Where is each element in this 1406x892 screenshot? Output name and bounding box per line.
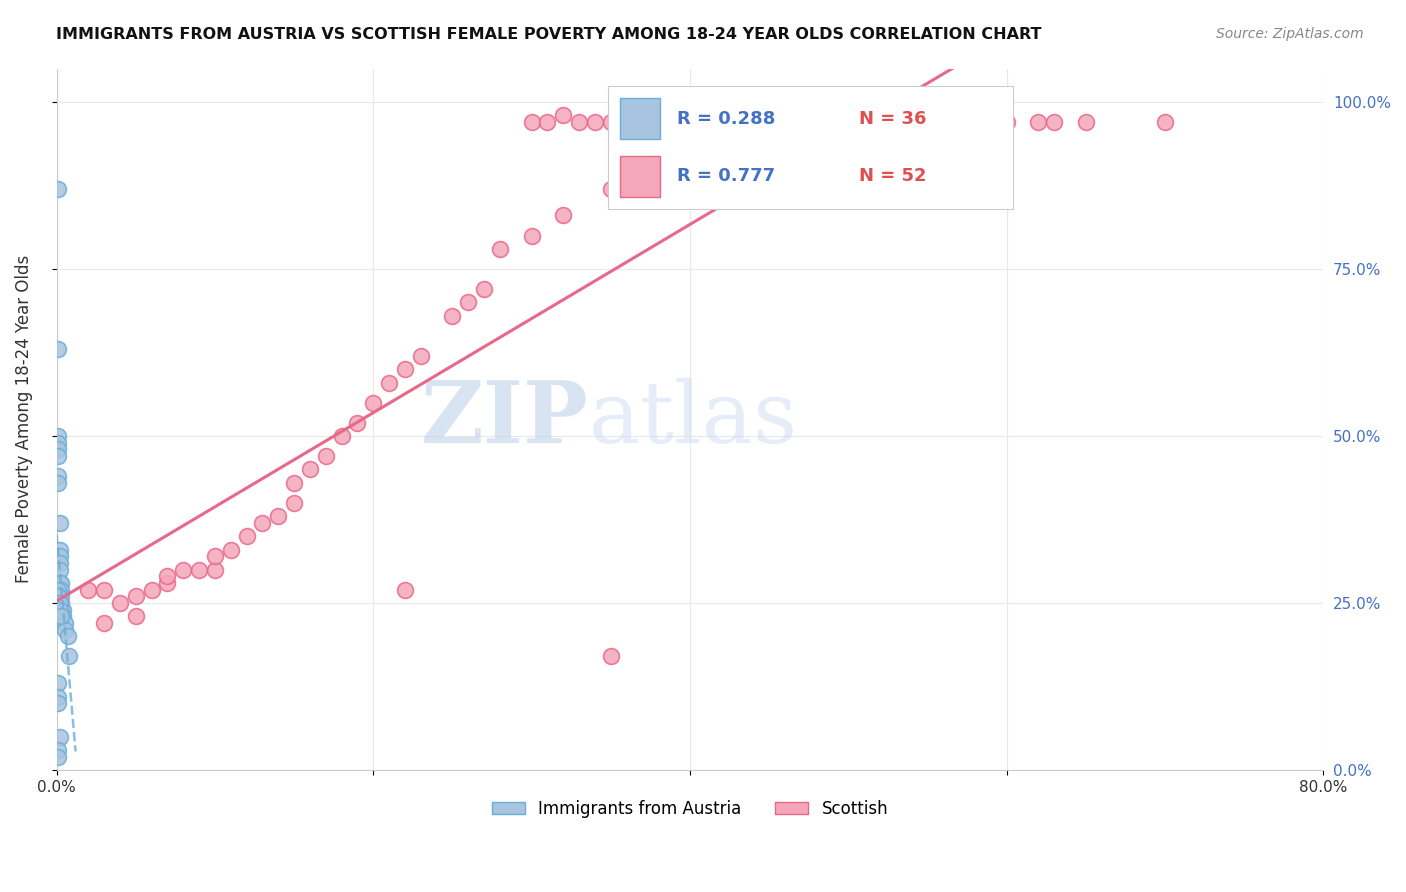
Y-axis label: Female Poverty Among 18-24 Year Olds: Female Poverty Among 18-24 Year Olds [15, 255, 32, 583]
Point [46, 449, 69, 463]
Point [553, 209, 575, 223]
Point [46, 182, 69, 196]
Point [56, 629, 79, 643]
Point [1154, 115, 1177, 129]
Text: IMMIGRANTS FROM AUSTRIA VS SCOTTISH FEMALE POVERTY AMONG 18-24 YEAR OLDS CORRELA: IMMIGRANTS FROM AUSTRIA VS SCOTTISH FEMA… [56, 27, 1042, 42]
Point [52, 602, 75, 616]
Point [315, 449, 337, 463]
Point [46, 435, 69, 450]
Point [53, 615, 76, 630]
Legend: Immigrants from Austria, Scottish: Immigrants from Austria, Scottish [485, 794, 894, 825]
Point [917, 115, 939, 129]
Point [51, 596, 73, 610]
Point [378, 376, 401, 390]
Point [46, 749, 69, 764]
Point [51, 582, 73, 597]
Point [46, 429, 69, 443]
Point [77, 582, 100, 597]
Point [489, 242, 512, 256]
Point [394, 582, 416, 597]
Point [409, 349, 432, 363]
Text: atlas: atlas [589, 377, 797, 461]
Point [108, 596, 131, 610]
Text: ZIP: ZIP [420, 377, 589, 461]
Point [235, 529, 257, 543]
Point [599, 115, 621, 129]
Point [616, 115, 638, 129]
Point [93, 582, 115, 597]
Point [1026, 115, 1049, 129]
Point [647, 161, 669, 176]
Point [46, 469, 69, 483]
Point [49, 576, 72, 591]
Point [188, 563, 211, 577]
Point [267, 509, 290, 524]
Point [52, 609, 75, 624]
Point [51, 589, 73, 603]
Text: Source: ZipAtlas.com: Source: ZipAtlas.com [1216, 27, 1364, 41]
Point [141, 582, 163, 597]
Point [457, 295, 479, 310]
Point [204, 563, 226, 577]
Point [49, 730, 72, 744]
Point [520, 228, 543, 243]
Point [53, 623, 76, 637]
Point [51, 609, 73, 624]
Point [46, 589, 69, 603]
Point [346, 416, 368, 430]
Point [46, 442, 69, 457]
Point [536, 115, 558, 129]
Point [46, 342, 69, 356]
Point [553, 108, 575, 122]
Point [46, 596, 69, 610]
Point [46, 475, 69, 490]
Point [49, 602, 72, 616]
Point [441, 309, 464, 323]
Point [647, 115, 669, 129]
Point [49, 556, 72, 570]
Point [995, 115, 1018, 129]
Point [49, 542, 72, 557]
Point [46, 696, 69, 710]
Point [51, 576, 73, 591]
Point [93, 615, 115, 630]
Point [283, 496, 305, 510]
Point [394, 362, 416, 376]
Point [156, 576, 179, 591]
Point [599, 182, 621, 196]
Point [46, 582, 69, 597]
Point [599, 649, 621, 664]
Point [125, 609, 148, 624]
Point [330, 429, 353, 443]
Point [49, 596, 72, 610]
Point [361, 395, 384, 409]
Point [568, 115, 591, 129]
Point [46, 743, 69, 757]
Point [1043, 115, 1066, 129]
Point [631, 115, 654, 129]
Point [583, 115, 606, 129]
Point [520, 115, 543, 129]
Point [125, 589, 148, 603]
Point [283, 475, 305, 490]
Point [49, 563, 72, 577]
Point [472, 282, 495, 296]
Point [252, 516, 274, 530]
Point [204, 549, 226, 564]
Point [219, 542, 242, 557]
Point [58, 649, 80, 664]
Point [172, 563, 194, 577]
Point [49, 549, 72, 564]
Point [49, 516, 72, 530]
Point [298, 462, 321, 476]
Point [46, 676, 69, 690]
Point [156, 569, 179, 583]
Point [46, 690, 69, 704]
Point [1074, 115, 1097, 129]
